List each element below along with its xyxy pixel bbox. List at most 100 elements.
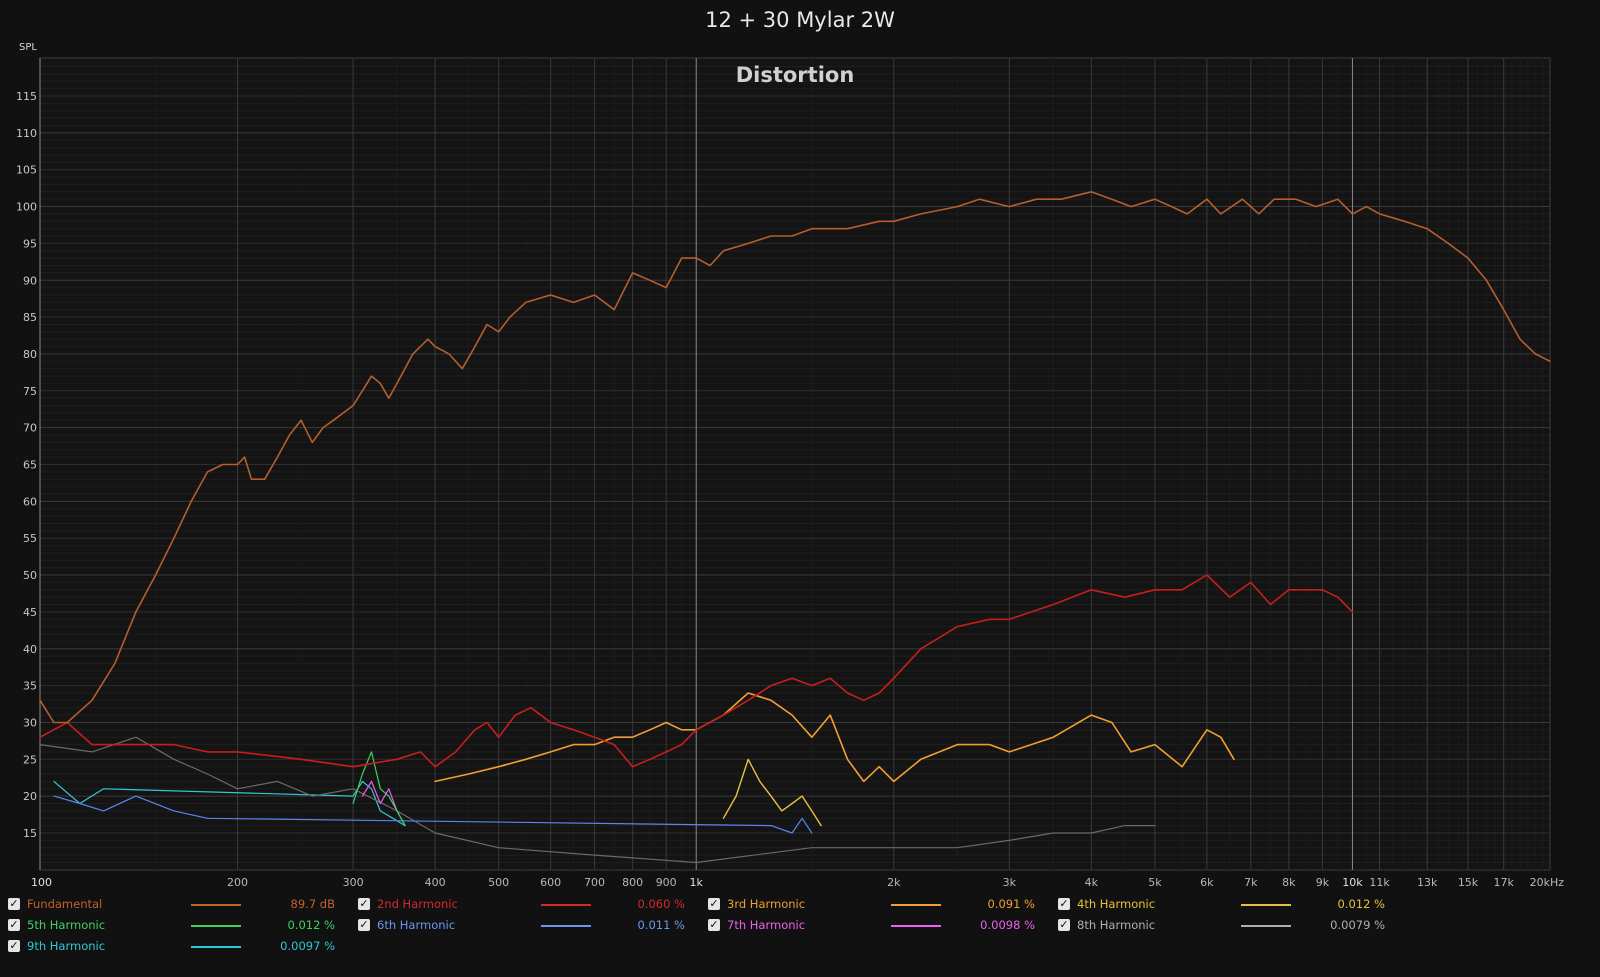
legend-item-4th-harmonic: ✓ 4th Harmonic 0.012 % [1058,897,1388,913]
legend-value-2nd-harmonic: 0.060 % [637,897,685,911]
x-tick-label: 6k [1200,876,1214,889]
y-tick-label: 90 [23,274,37,287]
x-tick-label: 17k [1493,876,1514,889]
legend-value-3rd-harmonic: 0.091 % [987,897,1035,911]
legend-checkbox-3rd-harmonic[interactable]: ✓ [708,897,720,910]
legend-checkbox-7th-harmonic[interactable]: ✓ [708,918,720,931]
y-tick-label: 70 [23,422,37,435]
y-axis: 115 110 105 100 95 90 85 80 75 70 65 60 55 50 45 40 35 30… [16,90,37,840]
legend-checkbox-5th-harmonic[interactable]: ✓ [8,918,20,931]
legend-item-6th-harmonic: ✓ 6th Harmonic 0.011 % [358,918,688,934]
y-tick-label: 20 [23,790,37,803]
y-tick-label: 30 [23,716,37,729]
legend-value-6th-harmonic: 0.011 % [637,918,685,932]
legend-value-8th-harmonic: 0.0079 % [1330,918,1385,932]
legend-value-7th-harmonic: 0.0098 % [980,918,1035,932]
legend-checkbox-2nd-harmonic[interactable]: ✓ [358,897,370,910]
x-tick-label: 3k [1003,876,1017,889]
legend-label-8th-harmonic: 8th Harmonic [1077,918,1156,932]
legend-label-7th-harmonic: 7th Harmonic [727,918,806,932]
x-tick-label: 13k [1417,876,1438,889]
x-axis: 100 200 300 400 500 600 700 800 900 1k 2k 3k 4k 5k 6k 7… [31,876,1564,889]
legend-value-5th-harmonic: 0.012 % [287,918,335,932]
legend-checkbox-8th-harmonic[interactable]: ✓ [1058,918,1070,931]
series-line-2nd-harmonic [39,574,1354,768]
x-tick-label: 500 [488,876,509,889]
x-tick-label: 8k [1282,876,1296,889]
y-tick-label: 80 [23,348,37,361]
x-tick-label: 100 [31,876,52,889]
x-tick-label: 400 [425,876,446,889]
x-tick-label: 900 [656,876,677,889]
y-tick-label: 35 [23,680,37,693]
grid [39,58,1551,870]
y-tick-label: 25 [23,753,37,766]
legend-swatch-9th-harmonic [191,946,241,948]
y-tick-label: 65 [23,459,37,472]
x-tick-label: 10k [1342,876,1363,889]
legend-swatch-5th-harmonic [191,925,241,927]
x-tick-label: 7k [1244,876,1258,889]
series-line-5th-harmonic [352,751,406,827]
y-tick-label: 60 [23,495,37,508]
x-tick-label: 200 [227,876,248,889]
y-tick-label: 40 [23,643,37,656]
series-line-fundamental [39,191,1551,724]
y-axis-label: SPL [19,42,37,53]
legend-item-2nd-harmonic: ✓ 2nd Harmonic 0.060 % [358,897,688,913]
legend-checkbox-6th-harmonic[interactable]: ✓ [358,918,370,931]
x-tick-label: 700 [584,876,605,889]
x-tick-label: 600 [540,876,561,889]
series-line-4th-harmonic [722,758,822,827]
y-tick-label: 15 [23,827,37,840]
x-tick-label: 4k [1085,876,1099,889]
legend-checkbox-9th-harmonic[interactable]: ✓ [8,939,20,952]
legend-swatch-2nd-harmonic [541,904,591,906]
legend-label-4th-harmonic: 4th Harmonic [1077,897,1156,911]
legend-item-9th-harmonic: ✓ 9th Harmonic 0.0097 % [8,939,338,955]
series-line-6th-harmonic [53,795,813,834]
y-tick-label: 45 [23,606,37,619]
y-tick-label: 75 [23,385,37,398]
x-tick-label: 20kHz [1530,876,1565,889]
x-tick-label: 1k [690,876,704,889]
legend-label-fundamental: Fundamental [27,897,103,911]
series-group [39,191,1551,864]
legend-item-7th-harmonic: ✓ 7th Harmonic 0.0098 % [708,918,1038,934]
legend-value-fundamental: 89.7 dB [290,897,335,911]
legend-label-3rd-harmonic: 3rd Harmonic [727,897,806,911]
legend-label-9th-harmonic: 9th Harmonic [27,939,106,953]
legend-swatch-7th-harmonic [891,925,941,927]
legend-item-5th-harmonic: ✓ 5th Harmonic 0.012 % [8,918,338,934]
legend-item-fundamental: ✓ Fundamental 89.7 dB [8,897,338,913]
y-tick-label: 85 [23,311,37,324]
legend-label-5th-harmonic: 5th Harmonic [27,918,106,932]
y-tick-label: 100 [16,201,37,214]
legend-checkbox-fundamental[interactable]: ✓ [8,897,20,910]
series-line-9th-harmonic [53,780,406,827]
y-tick-label: 110 [16,127,37,140]
legend-value-4th-harmonic: 0.012 % [1337,897,1385,911]
legend-swatch-8th-harmonic [1241,925,1291,927]
x-tick-label: 800 [622,876,643,889]
x-tick-label: 11k [1369,876,1390,889]
legend-swatch-3rd-harmonic [891,904,941,906]
legend-item-3rd-harmonic: ✓ 3rd Harmonic 0.091 % [708,897,1038,913]
x-tick-label: 9k [1316,876,1330,889]
legend-label-2nd-harmonic: 2nd Harmonic [377,897,458,911]
y-tick-label: 50 [23,569,37,582]
legend-item-8th-harmonic: ✓ 8th Harmonic 0.0079 % [1058,918,1388,934]
legend-checkbox-4th-harmonic[interactable]: ✓ [1058,897,1070,910]
y-tick-label: 55 [23,532,37,545]
legend-label-6th-harmonic: 6th Harmonic [377,918,456,932]
legend-swatch-fundamental [191,904,241,906]
chart-title: 12 + 30 Mylar 2W [705,8,895,32]
series-line-8th-harmonic [39,736,1156,864]
y-tick-label: 105 [16,164,37,177]
y-tick-label: 115 [16,90,37,103]
series-line-3rd-harmonic [434,692,1235,783]
legend-value-9th-harmonic: 0.0097 % [280,939,335,953]
y-tick-label: 95 [23,237,37,250]
